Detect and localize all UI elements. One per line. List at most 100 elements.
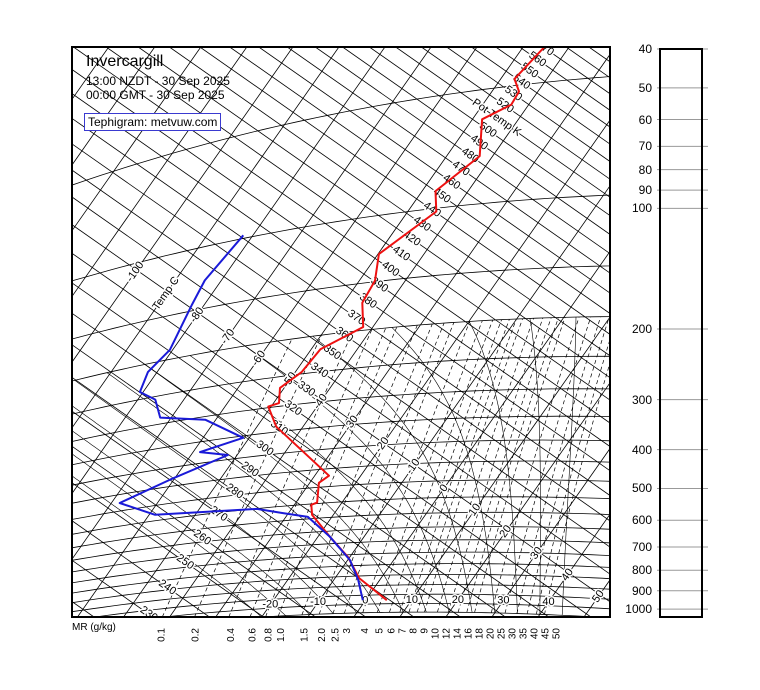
mixing-ratio-line	[301, 325, 418, 616]
pressure-label: 70	[638, 139, 652, 154]
dry-adiabat-line	[287, 47, 610, 274]
isobar-line	[72, 355, 610, 415]
mixing-ratio-value: 35	[519, 628, 530, 640]
isobar-line	[72, 460, 610, 504]
isobar-line	[72, 574, 610, 604]
isobar-line	[72, 563, 610, 594]
isotherm-label: -40	[311, 392, 330, 412]
isotherm-line	[72, 47, 156, 166]
pressure-label: 50	[638, 80, 652, 95]
mixing-ratio-value: 50	[552, 628, 563, 640]
isobar-line	[72, 415, 610, 466]
mixing-ratio-value: 2.0	[317, 628, 328, 642]
mixing-ratio-value: 3	[342, 628, 353, 634]
dry-adiabat-line	[72, 520, 210, 617]
dry-adiabat-line	[542, 47, 610, 95]
isotherm-line	[72, 47, 294, 363]
theta-label: 580	[542, 27, 564, 47]
dry-adiabat-line	[72, 601, 95, 617]
isotherm-line	[77, 47, 478, 617]
moist-adiabat-line	[72, 475, 262, 617]
isobar-line	[72, 439, 610, 486]
isotherm-line	[169, 47, 570, 617]
isotherm-label-bottom: -10	[310, 596, 326, 608]
mixing-ratio-line	[516, 316, 602, 614]
pressure-panel-box	[659, 48, 703, 618]
pressure-label: 40	[638, 42, 652, 56]
isotherm-label: -30	[342, 413, 361, 433]
isobar-line	[72, 76, 610, 186]
isotherm-label-bottom: 0	[362, 595, 368, 607]
mixing-ratio-value: 20	[486, 628, 497, 640]
mixing-ratio-line	[318, 323, 433, 615]
dry-adiabat-line	[72, 312, 506, 617]
isobar-line	[72, 584, 610, 613]
gmt-time: 00:00 GMT - 30 Sep 2025	[86, 88, 225, 102]
isotherm-label-bottom: 40	[542, 596, 554, 608]
mixing-ratio-line	[535, 339, 610, 615]
mixing-ratio-line	[437, 318, 534, 613]
theta-label: 240	[156, 577, 178, 597]
mixing-ratio-line	[228, 331, 354, 617]
mixing-ratio-line	[194, 334, 322, 617]
isotherm-line	[72, 47, 386, 494]
mixing-ratio-value: 16	[464, 628, 475, 640]
mixing-ratio-value: 9	[420, 628, 431, 634]
mixing-ratio-value: 5	[375, 628, 386, 634]
theta-label: 400	[379, 259, 401, 279]
isobar-line	[72, 551, 610, 584]
pressure-label: 1000	[625, 602, 652, 617]
dry-adiabat-line	[229, 47, 610, 314]
theta-label: 330	[295, 379, 317, 399]
pressure-label: 100	[631, 201, 652, 216]
pressure-label: 500	[631, 481, 652, 496]
mixing-ratio-line	[332, 322, 445, 614]
theta-label: 410	[390, 244, 412, 264]
moist-adiabat-line	[72, 405, 334, 614]
pressure-label: 700	[631, 540, 652, 555]
isobar-line	[72, 539, 610, 573]
mixing-ratio-line	[277, 326, 398, 617]
dry-adiabat-line	[169, 47, 610, 357]
dry-adiabat-line	[395, 47, 610, 198]
moist-adiabat-line	[189, 355, 427, 613]
dewpoint-profile	[118, 234, 364, 601]
pressure-label: 900	[631, 583, 652, 598]
theta-label: 320	[282, 398, 304, 418]
isotherm-line	[72, 47, 248, 297]
isobar-line	[163, 603, 610, 617]
dry-adiabat-line	[72, 118, 610, 496]
dry-adiabat-line	[72, 482, 264, 617]
theta-label: 340	[308, 360, 330, 380]
dry-adiabat-line	[72, 410, 366, 617]
isobar-line	[262, 611, 597, 617]
theta-label: 230	[138, 604, 160, 624]
mixing-ratio-value: 1.0	[276, 628, 287, 642]
mixing-ratio-line	[362, 321, 471, 613]
dry-adiabat-line	[369, 47, 610, 216]
pressure-label: 300	[631, 392, 652, 407]
isobar-line	[72, 479, 610, 520]
mixing-ratio-value: 40	[530, 628, 541, 640]
mixing-ratio-value: 0.1	[157, 628, 168, 642]
mixing-ratio-value: 0.4	[226, 628, 237, 642]
mixing-ratio-value: 0.6	[248, 628, 259, 642]
theta-label: 260	[191, 527, 213, 547]
dry-adiabat-line	[72, 252, 592, 617]
moist-adiabat-line	[312, 335, 473, 613]
mixing-ratio-line	[265, 327, 387, 617]
moist-adiabat-line	[244, 345, 450, 613]
isotherm-label-bottom: -20	[262, 599, 278, 611]
dry-adiabat-line	[315, 47, 610, 254]
mixing-ratio-value: 45	[541, 628, 552, 640]
isotherm-label: 40	[559, 566, 576, 583]
isotherm-label-bottom: 10	[406, 594, 418, 606]
mixing-ratio-value: 4	[360, 628, 371, 634]
mixing-ratio-line	[249, 329, 373, 617]
isobar-line	[72, 526, 610, 561]
moist-adiabat-line	[468, 321, 518, 614]
dry-adiabat-line	[199, 47, 610, 335]
dry-adiabat-line	[72, 344, 461, 617]
isotherm-label: -70	[218, 327, 237, 347]
